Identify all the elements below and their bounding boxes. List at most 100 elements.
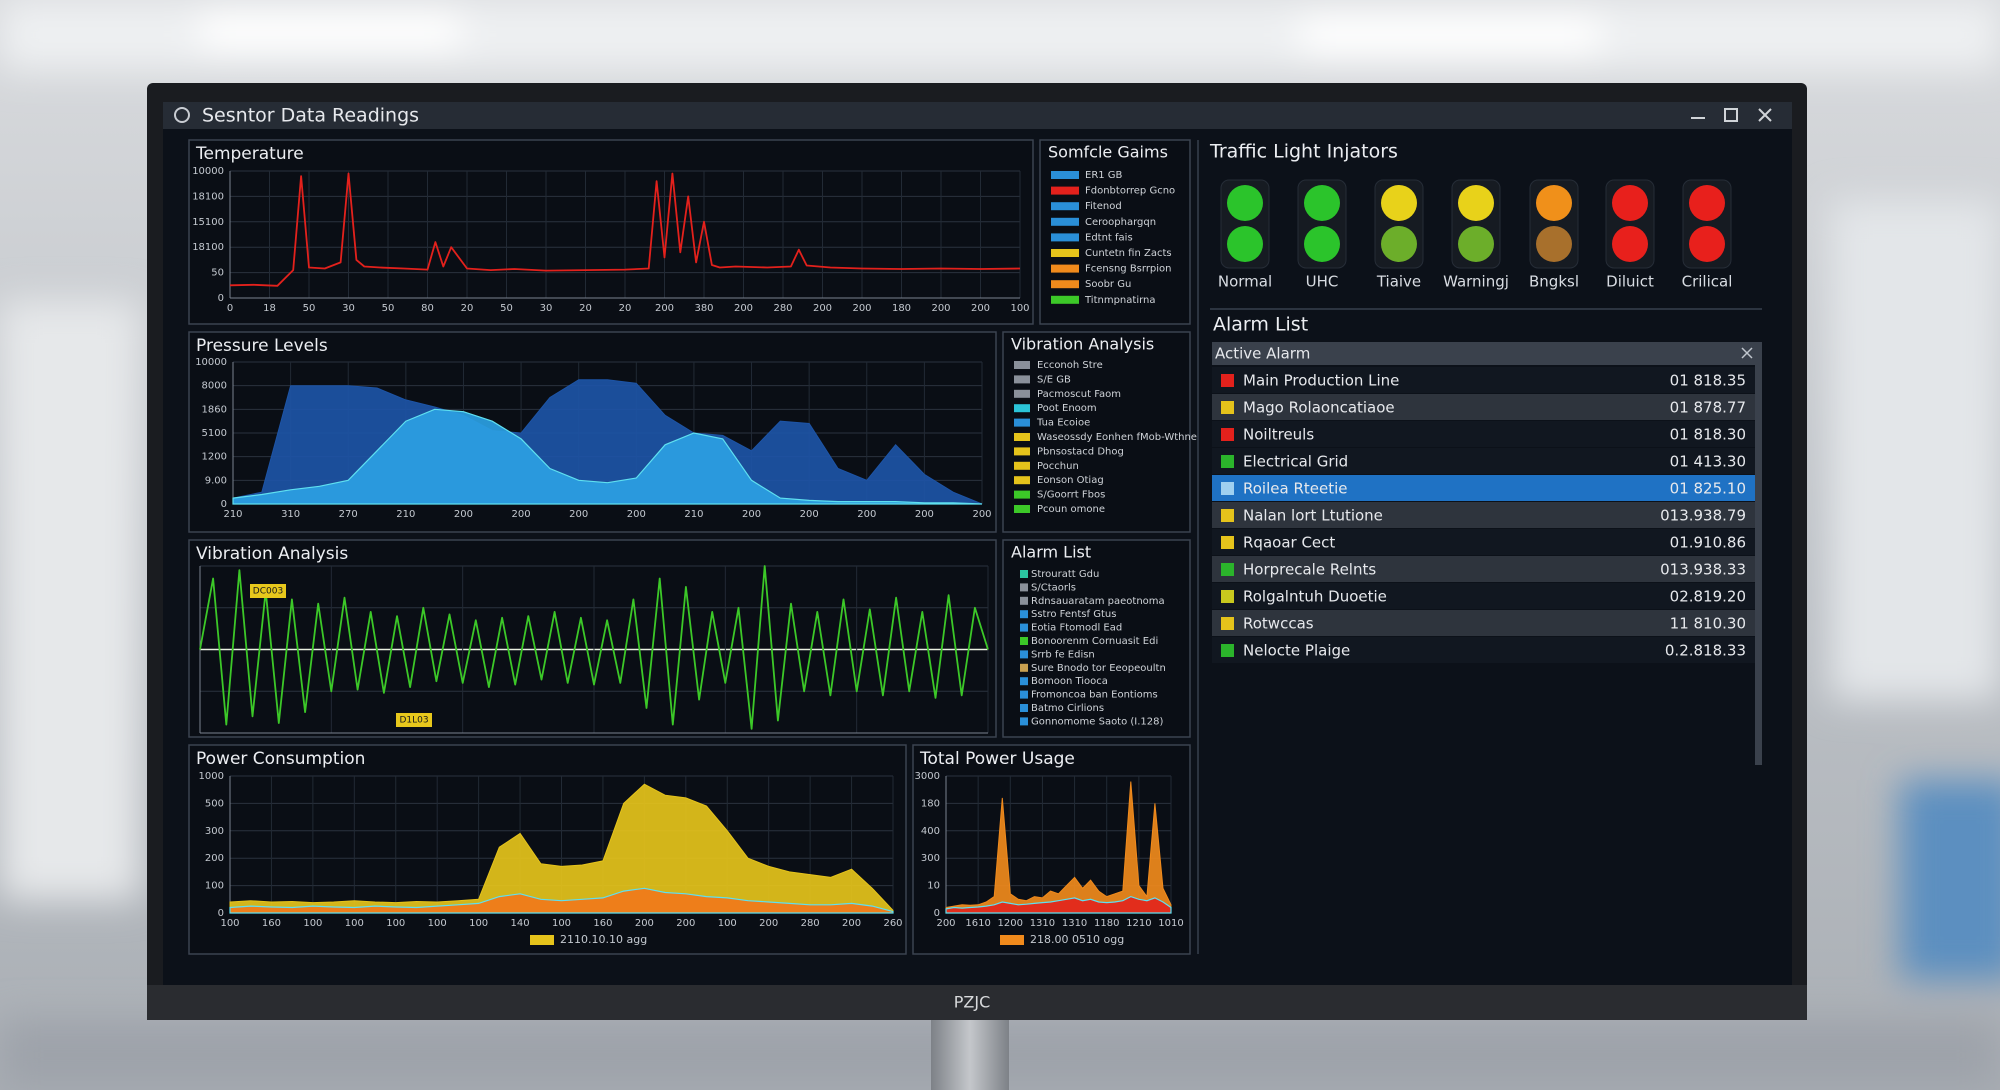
alarm-name: Roilea Rteetie	[1243, 480, 1348, 498]
maximize-button[interactable]	[1724, 108, 1738, 122]
legend-label: Edtnt fais	[1085, 232, 1133, 243]
y-tick-label: 5100	[202, 428, 227, 439]
alarm-row[interactable]	[1212, 421, 1755, 447]
y-tick-label: 400	[921, 826, 940, 837]
legend-swatch	[1051, 280, 1079, 289]
alarm-name: Rotwccas	[1243, 615, 1314, 633]
x-tick-label: 20	[619, 303, 632, 314]
y-tick-label: 10000	[192, 166, 224, 177]
x-tick-label: 200	[971, 303, 990, 314]
x-tick-label: 1310	[1030, 918, 1055, 929]
x-tick-label: 100	[386, 918, 405, 929]
signal-light	[1304, 185, 1340, 221]
signal-light	[1227, 226, 1263, 262]
legend-label: Strouratt Gdu	[1031, 569, 1099, 580]
alarm-row[interactable]	[1212, 556, 1755, 582]
alarm-row[interactable]	[1212, 502, 1755, 528]
alarm-swatch	[1221, 617, 1234, 630]
x-tick-label: 200	[655, 303, 674, 314]
legend-label: S/Goorrt Fbos	[1037, 490, 1105, 501]
brand: PZJC	[954, 993, 991, 1012]
x-tick-label: 200	[972, 509, 991, 520]
signal-light	[1304, 226, 1340, 262]
signal-light	[1612, 226, 1648, 262]
x-tick-label: 80	[421, 303, 434, 314]
legend-swatch	[1014, 389, 1030, 398]
alarm-swatch	[1221, 482, 1234, 495]
scrollbar	[1755, 365, 1762, 765]
x-tick-label: 210	[223, 509, 242, 520]
legend-panel	[1002, 331, 1191, 533]
alarm-row[interactable]	[1212, 610, 1755, 636]
legend-label: Sstro Fentsf Gtus	[1031, 609, 1116, 620]
y-tick-label: 10	[927, 881, 940, 892]
alarm-swatch	[1221, 455, 1234, 468]
x-tick-label: 20	[461, 303, 474, 314]
legend-title: Alarm List	[1011, 543, 1091, 562]
legend-label: 218.00 0510 ogg	[1030, 933, 1124, 946]
data-line	[229, 172, 1021, 287]
close-button[interactable]	[1758, 108, 1772, 122]
legend-label: Rdnsauaratam paeotnoma	[1031, 596, 1165, 607]
legend-swatch	[1020, 623, 1028, 632]
legend-label: Tua Ecoioe	[1036, 418, 1090, 429]
legend-swatch	[1000, 935, 1024, 945]
signal-light	[1381, 226, 1417, 262]
legend-label: S/Ctaorls	[1031, 582, 1076, 593]
alarm-swatch	[1221, 428, 1234, 441]
legend-swatch	[1014, 361, 1030, 369]
signal-light	[1689, 226, 1725, 262]
legend-title: Vibration Analysis	[1011, 335, 1154, 354]
legend-panel	[1002, 539, 1191, 738]
legend-swatch	[1014, 490, 1030, 499]
x-tick-label: 200	[759, 918, 778, 929]
title-bar	[163, 102, 1792, 129]
x-tick-label: 210	[396, 509, 415, 520]
legend-swatch	[1051, 295, 1079, 304]
x-tick-label: 200	[734, 303, 753, 314]
legend-label: Fromoncoa ban Eontioms	[1031, 690, 1158, 701]
alarm-row[interactable]	[1212, 448, 1755, 474]
alarm-row[interactable]	[1212, 529, 1755, 555]
blue-object	[1900, 780, 2000, 980]
chart-panel	[188, 744, 907, 955]
y-tick-label: 9.00	[205, 475, 227, 486]
alarm-row[interactable]	[1212, 583, 1755, 609]
x-tick-label: 1180	[1094, 918, 1119, 929]
traffic-title: Traffic Light Injators	[1209, 141, 1398, 163]
alarm-row[interactable]	[1212, 394, 1755, 420]
legend-label: Pcoun omone	[1037, 504, 1105, 515]
alarm-row[interactable]	[1212, 367, 1755, 393]
chart-title: Pressure Levels	[196, 336, 328, 356]
data-line	[199, 565, 989, 730]
alarm-row[interactable]	[1212, 637, 1755, 663]
alarm-value: 0.2.818.33	[1665, 642, 1746, 660]
alarm-header	[1212, 342, 1762, 365]
legend-swatch	[1014, 461, 1030, 470]
alarm-swatch	[1221, 374, 1234, 387]
x-tick-label: 200	[627, 509, 646, 520]
x-tick-label: 200	[813, 303, 832, 314]
x-tick-label: 100	[303, 918, 322, 929]
x-tick-label: 200	[676, 918, 695, 929]
window-title: Sesntor Data Readings	[202, 105, 419, 127]
legend-label: Poot Enoom	[1037, 403, 1097, 414]
alarm-header-label: Active Alarm	[1215, 345, 1310, 363]
legend-swatch	[1051, 264, 1079, 273]
x-tick-label: 100	[469, 918, 488, 929]
alarm-value: 01.910.86	[1670, 534, 1746, 552]
chart-title: Total Power Usage	[919, 749, 1075, 769]
x-tick-label: 200	[454, 509, 473, 520]
y-tick-label: 1860	[202, 404, 227, 415]
signal-light	[1458, 185, 1494, 221]
x-tick-label: 200	[512, 509, 531, 520]
legend-label: 2110.10.10 agg	[560, 933, 647, 946]
ceiling-light	[1300, 15, 1600, 55]
chart-title: Temperature	[195, 144, 304, 164]
alarm-row[interactable]	[1212, 475, 1755, 501]
y-tick-label: 3000	[915, 771, 940, 782]
y-tick-label: 18100	[192, 191, 224, 202]
data-area	[945, 781, 1172, 914]
alarm-value: 11 810.30	[1670, 615, 1746, 633]
x-tick-label: 1310	[1062, 918, 1087, 929]
